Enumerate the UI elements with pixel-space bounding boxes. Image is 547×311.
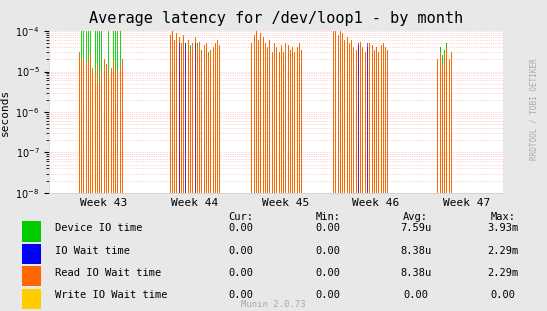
Bar — [22, 221, 41, 242]
Text: 0.00: 0.00 — [316, 268, 341, 278]
Text: Max:: Max: — [491, 212, 516, 222]
Text: IO Wait time: IO Wait time — [55, 246, 130, 256]
Text: 2.29m: 2.29m — [487, 268, 519, 278]
Text: 2.29m: 2.29m — [487, 246, 519, 256]
Bar — [22, 266, 41, 286]
Text: 7.59u: 7.59u — [400, 223, 432, 233]
Text: 8.38u: 8.38u — [400, 246, 432, 256]
Text: Min:: Min: — [316, 212, 341, 222]
Text: 0.00: 0.00 — [228, 246, 253, 256]
Text: Read IO Wait time: Read IO Wait time — [55, 268, 161, 278]
Text: 0.00: 0.00 — [316, 223, 341, 233]
Text: Munin 2.0.73: Munin 2.0.73 — [241, 300, 306, 309]
Text: 0.00: 0.00 — [316, 290, 341, 300]
Text: 0.00: 0.00 — [316, 246, 341, 256]
Bar — [22, 244, 41, 264]
Text: 0.00: 0.00 — [491, 290, 516, 300]
Text: 0.00: 0.00 — [228, 268, 253, 278]
Text: Avg:: Avg: — [403, 212, 428, 222]
Text: Device IO time: Device IO time — [55, 223, 142, 233]
Text: RRDTOOL / TOBI OETIKER: RRDTOOL / TOBI OETIKER — [530, 58, 539, 160]
Text: Write IO Wait time: Write IO Wait time — [55, 290, 167, 300]
Text: 0.00: 0.00 — [228, 223, 253, 233]
Y-axis label: seconds: seconds — [0, 88, 10, 136]
Text: 0.00: 0.00 — [403, 290, 428, 300]
Text: 0.00: 0.00 — [228, 290, 253, 300]
Text: 3.93m: 3.93m — [487, 223, 519, 233]
Text: 8.38u: 8.38u — [400, 268, 432, 278]
Text: Cur:: Cur: — [228, 212, 253, 222]
Title: Average latency for /dev/loop1 - by month: Average latency for /dev/loop1 - by mont… — [89, 11, 463, 26]
Bar — [22, 289, 41, 309]
